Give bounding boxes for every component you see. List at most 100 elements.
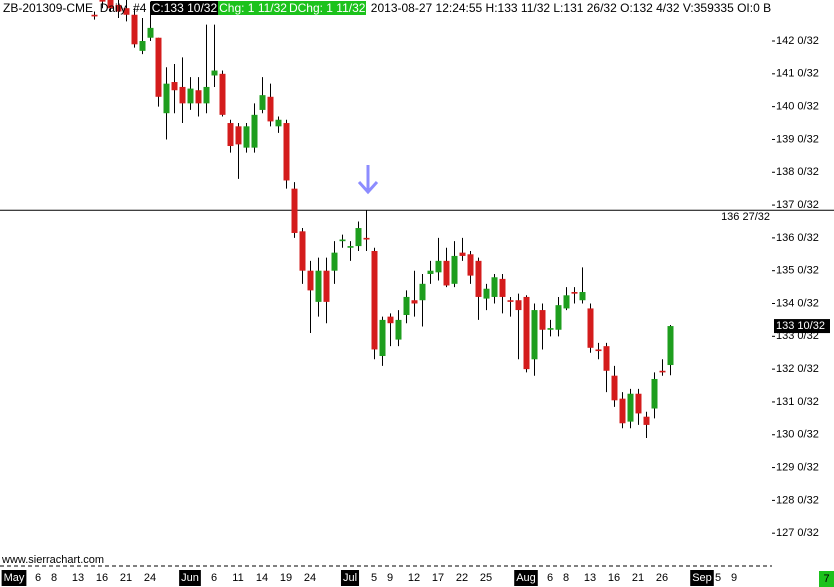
- candle-body: [443, 260, 450, 286]
- x-tick-label: 12: [408, 572, 420, 584]
- candle-body: [499, 278, 506, 297]
- corner-box: [819, 571, 834, 587]
- y-tick-label: 131 0/32: [776, 396, 819, 408]
- candle-body: [595, 349, 602, 352]
- candle-body: [211, 70, 218, 76]
- candle-body: [491, 277, 498, 297]
- candle-body: [371, 251, 378, 350]
- x-tick-label: 11: [232, 572, 243, 584]
- candle-body: [651, 378, 658, 409]
- candle-body: [283, 123, 290, 181]
- x-month-box: [514, 570, 538, 586]
- candle-body: [147, 27, 154, 38]
- watermark: www.sierrachart.com: [1, 554, 104, 566]
- candle-body: [235, 126, 242, 145]
- reference-label: 136 27/32: [721, 211, 770, 223]
- candle-body: [267, 96, 274, 122]
- bar-info: 2013-08-27 12:24:55 H:133 11/32 L:131 26…: [370, 1, 772, 15]
- y-tick-label: 134 0/32: [776, 297, 819, 309]
- candle-body: [99, 0, 106, 2]
- candle-body: [563, 295, 570, 309]
- y-tick-label: 140 0/32: [776, 101, 819, 113]
- last-price-box: [774, 319, 830, 334]
- candle-body: [331, 252, 338, 271]
- candle-body: [323, 270, 330, 302]
- x-tick-label: 13: [584, 572, 596, 584]
- x-tick-label: 16: [96, 572, 108, 584]
- header: ZB-201309-CME Daily #4 C:133 10/32 Chg: 1…: [2, 1, 772, 16]
- candle-body: [171, 82, 178, 91]
- candle-body: [539, 310, 546, 330]
- candle-body: [579, 292, 586, 301]
- dchange-box: DChg: 1 11/32: [287, 1, 367, 15]
- symbol: ZB-201309-CME Daily #4: [3, 1, 147, 15]
- x-month-label: Jun: [181, 572, 199, 584]
- y-tick-label: 130 0/32: [776, 429, 819, 441]
- y-tick-label: 141 0/32: [776, 68, 819, 80]
- close-box: C:133 10/32: [150, 1, 219, 15]
- candle-body: [427, 270, 434, 274]
- x-month-label: Aug: [516, 572, 536, 584]
- candle-body: [635, 393, 642, 414]
- corner-label: 7: [823, 573, 829, 585]
- x-month-box: [340, 570, 360, 586]
- candle-body: [123, 8, 130, 15]
- y-tick-label: 133 0/32: [776, 330, 819, 342]
- candle-body: [475, 260, 482, 297]
- candle-body: [275, 119, 282, 127]
- candle-body: [403, 296, 410, 315]
- candle-body: [219, 73, 226, 115]
- candle-body: [483, 288, 490, 299]
- candle-body: [259, 95, 266, 110]
- arrow-head: [357, 180, 379, 195]
- y-tick-label: 128 0/32: [776, 494, 819, 506]
- candle-body: [507, 300, 514, 302]
- candle-body: [531, 310, 538, 360]
- candle-body: [523, 296, 530, 370]
- candle-body: [347, 246, 354, 248]
- candle-body: [451, 255, 458, 284]
- candle-body: [195, 90, 202, 104]
- x-tick-label: 6: [211, 572, 217, 584]
- candle-body: [619, 398, 626, 424]
- candle-body: [587, 308, 594, 348]
- candle-body: [307, 270, 314, 291]
- y-tick-label: 139 0/32: [776, 133, 819, 145]
- candle-body: [179, 86, 186, 104]
- x-tick-label: 25: [480, 572, 492, 584]
- x-tick-label: 5: [715, 572, 721, 584]
- x-month-label: May: [4, 572, 25, 584]
- x-month-box: [1, 570, 27, 586]
- candle-body: [291, 188, 298, 233]
- candle-body: [315, 270, 322, 302]
- x-month-box: [179, 570, 201, 586]
- candle-body: [459, 252, 466, 256]
- x-tick-label: 8: [563, 572, 569, 584]
- y-tick-label: 129 0/32: [776, 461, 819, 473]
- x-tick-label: 6: [35, 572, 41, 584]
- x-tick-label: 13: [72, 572, 84, 584]
- candle-body: [91, 14, 98, 17]
- candle-body: [555, 305, 562, 330]
- candle-body: [139, 41, 146, 51]
- candle-body: [515, 300, 522, 311]
- x-tick-label: 21: [632, 572, 644, 584]
- x-tick-label: 17: [432, 572, 444, 584]
- candle-body: [659, 370, 666, 373]
- x-tick-label: 19: [280, 572, 292, 584]
- candle-body: [115, 4, 122, 12]
- candle-body: [411, 300, 418, 304]
- change-box: Chg: 1 11/32: [218, 1, 288, 15]
- arrow: [357, 165, 379, 195]
- candle-body: [435, 260, 442, 273]
- candle-body: [467, 254, 474, 276]
- candle-body: [299, 231, 306, 271]
- y-tick-label: 142 0/32: [776, 35, 819, 47]
- candle-body: [155, 37, 162, 97]
- x-tick-label: 21: [120, 572, 132, 584]
- y-tick-label: 135 0/32: [776, 265, 819, 277]
- candle-body: [419, 283, 426, 301]
- plot: [94, 0, 671, 439]
